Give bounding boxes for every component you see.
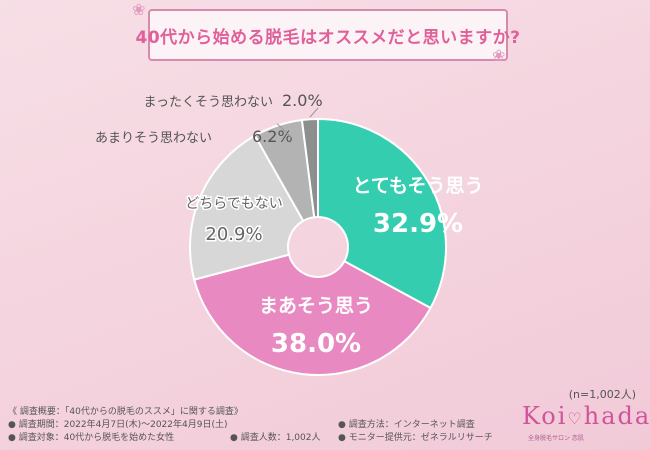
brand-logo: Koi♡hada 全身脱毛サロン 恋肌 <box>522 402 649 446</box>
survey-overview: 《 調査概要：「40代からの脱毛のススメ」に関する調査》 <box>8 407 243 417</box>
category-label-4: あまりそう思わない <box>95 131 212 146</box>
category-label-2: まあそう思う <box>259 295 373 317</box>
value-label-1: 32.9% <box>373 209 463 239</box>
value-label-3: 20.9% <box>205 224 262 245</box>
slice-2 <box>193 253 432 376</box>
donut-chart: とてもそう思う 32.9% まあそう思う 38.0% どちらでもない 20.9% あまりそう… <box>94 91 483 376</box>
logo-text-left: Koi <box>522 402 568 430</box>
logo-text-right: hada <box>583 402 650 430</box>
survey-footer: 《 調査概要：「40代からの脱毛のススメ」に関する調査》 ● 調査期間：2022… <box>8 404 508 450</box>
survey-provider: ● モニター提供元：ゼネラルリサーチ <box>338 433 493 443</box>
survey-method: ● 調査方法：インターネット調査 <box>338 420 475 430</box>
chart-title: 40代から始める脱毛はオススメだと思いますか? <box>135 27 521 48</box>
category-label-5: まったくそう思わない <box>144 95 273 110</box>
survey-count: ● 調査人数：1,002人 <box>230 433 321 443</box>
leader-line-5 <box>309 107 319 118</box>
heart-icon: ♡ <box>567 409 584 428</box>
logo-subtitle: 全身脱毛サロン 恋肌 <box>528 435 584 442</box>
survey-period: ● 調査期間：2022年4月7日(木)～2022年4月9日(土) <box>8 420 228 430</box>
flower-icon: ❀ <box>492 46 506 65</box>
leader-line-4 <box>276 123 293 139</box>
logo-text: Koi♡hada <box>522 402 650 430</box>
category-label-3: どちらでもない <box>185 196 283 212</box>
slice-5 <box>300 117 319 219</box>
category-label-1: とてもそう思う <box>352 175 483 197</box>
sample-size-note: (n=1,002人) <box>568 388 636 401</box>
value-label-5: 2.0% <box>282 91 323 110</box>
value-label-2: 38.0% <box>271 329 361 359</box>
survey-target: ● 調査対象：40代から脱毛を始めた女性 <box>8 433 175 443</box>
slice-1 <box>317 117 447 310</box>
chart-title-box: 40代から始める脱毛はオススメだと思いますか? <box>135 9 520 61</box>
value-label-4: 6.2% <box>252 127 293 146</box>
flower-icon: ❀ <box>132 0 146 19</box>
